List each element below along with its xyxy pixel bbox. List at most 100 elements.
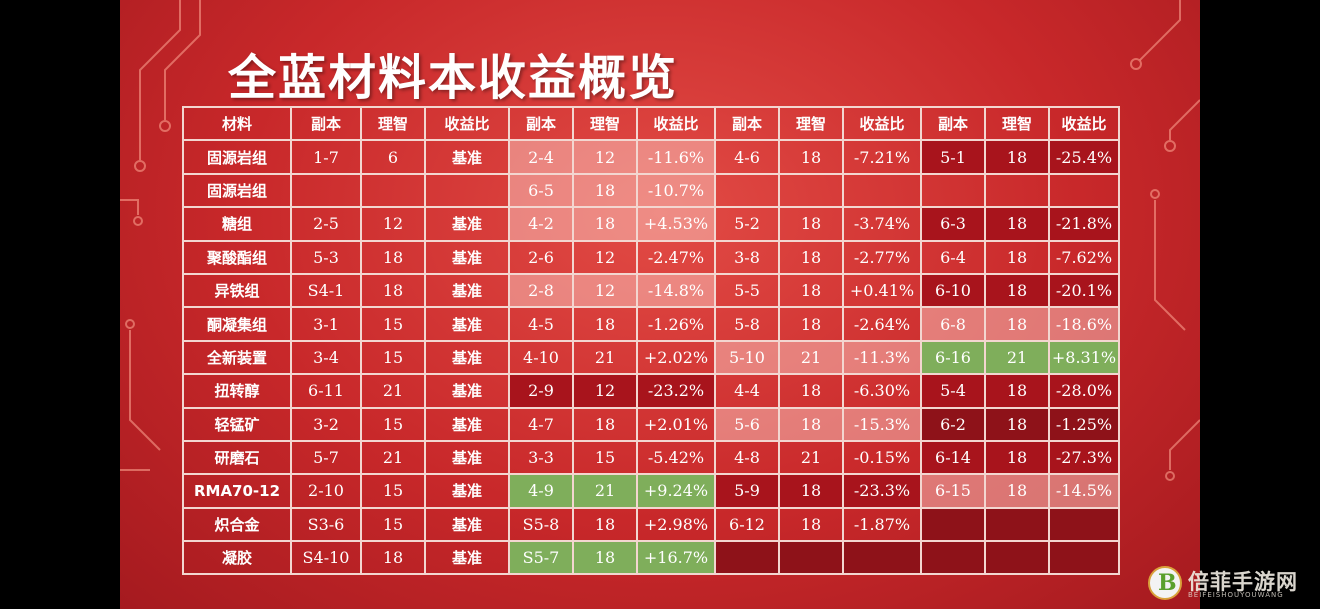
table-cell: 18 bbox=[572, 506, 638, 543]
table-cell: 基准 bbox=[424, 139, 510, 175]
table-body: 固源岩组 1-7 6 基准 2-4 12 -11.6% 4-6 18 -7.21% 5-1 18 -25… bbox=[182, 139, 1120, 576]
table-cell: 3-1 bbox=[290, 306, 362, 342]
table-cell: 基准 bbox=[424, 306, 510, 342]
table-cell: +16.7% bbox=[636, 540, 716, 576]
table-cell: -5.42% bbox=[636, 439, 716, 476]
watermark-name: 倍菲手游网 bbox=[1188, 570, 1298, 594]
table-cell: 21 bbox=[360, 439, 426, 476]
header-cell: 理智 bbox=[984, 105, 1050, 142]
table-cell: 21 bbox=[572, 473, 638, 509]
table-cell: 2-9 bbox=[508, 373, 574, 409]
table-cell: 18 bbox=[572, 406, 638, 442]
header-cell: 理智 bbox=[360, 105, 426, 142]
table-row: RMA70-12 2-10 15 基准 4-9 21 +9.24% 5-9 18 -23.3% 6-… bbox=[182, 473, 1120, 509]
table-cell: 18 bbox=[984, 139, 1050, 175]
yield-table: 材料 副本 理智 收益比 副本 理智 收益比 副本 理智 收益比 副本 理智 收… bbox=[182, 105, 1120, 576]
header-cell: 副本 bbox=[714, 105, 780, 142]
table-cell: 18 bbox=[984, 206, 1050, 242]
table-cell bbox=[778, 172, 844, 209]
table-cell: 12 bbox=[572, 239, 638, 275]
table-cell: 18 bbox=[572, 540, 638, 576]
table-cell: 18 bbox=[984, 239, 1050, 275]
table-cell: 18 bbox=[360, 272, 426, 309]
table-cell: -3.74% bbox=[842, 206, 922, 242]
table-cell: 21 bbox=[984, 339, 1050, 376]
table-cell: 12 bbox=[572, 272, 638, 309]
table-cell: 6-8 bbox=[920, 306, 986, 342]
material-cell: 固源岩组 bbox=[182, 139, 292, 175]
watermark-subtitle: BEIFEISHOUYOUWANG bbox=[1188, 591, 1284, 599]
table-cell: 5-9 bbox=[714, 473, 780, 509]
material-cell: 聚酸酯组 bbox=[182, 239, 292, 275]
table-cell: +2.02% bbox=[636, 339, 716, 376]
table-cell: 2-8 bbox=[508, 272, 574, 309]
header-cell: 收益比 bbox=[424, 105, 510, 142]
table-cell bbox=[984, 172, 1050, 209]
material-cell: 酮凝集组 bbox=[182, 306, 292, 342]
table-cell: -23.2% bbox=[636, 373, 716, 409]
table-cell: 基准 bbox=[424, 473, 510, 509]
table-cell: 18 bbox=[778, 139, 844, 175]
table-cell bbox=[842, 540, 922, 576]
table-cell: +4.53% bbox=[636, 206, 716, 242]
table-cell: 6-2 bbox=[920, 406, 986, 442]
table-cell bbox=[360, 172, 426, 209]
table-cell bbox=[1048, 172, 1120, 209]
table-cell: 5-10 bbox=[714, 339, 780, 376]
header-cell: 收益比 bbox=[636, 105, 716, 142]
table-cell: -28.0% bbox=[1048, 373, 1120, 409]
table-cell bbox=[842, 172, 922, 209]
table-cell: -10.7% bbox=[636, 172, 716, 209]
table-cell: 18 bbox=[572, 206, 638, 242]
table-cell: 18 bbox=[984, 272, 1050, 309]
table-cell: 12 bbox=[360, 206, 426, 242]
table-cell: 基准 bbox=[424, 506, 510, 543]
table-cell: 21 bbox=[360, 373, 426, 409]
table-row: 固源岩组 6-5 18 -10.7% bbox=[182, 172, 1120, 209]
table-cell: 4-6 bbox=[714, 139, 780, 175]
table-cell: 1-7 bbox=[290, 139, 362, 175]
table-cell: 4-2 bbox=[508, 206, 574, 242]
header-cell: 收益比 bbox=[1048, 105, 1120, 142]
table-cell: 6 bbox=[360, 139, 426, 175]
table-row: 轻锰矿 3-2 15 基准 4-7 18 +2.01% 5-6 18 -15.3% 6-2 18 -1.… bbox=[182, 406, 1120, 442]
table-cell bbox=[920, 172, 986, 209]
table-cell: -14.5% bbox=[1048, 473, 1120, 509]
table-cell: 18 bbox=[778, 306, 844, 342]
table-cell: 2-4 bbox=[508, 139, 574, 175]
table-row: 扭转醇 6-11 21 基准 2-9 12 -23.2% 4-4 18 -6.30% 5-4 18 -2… bbox=[182, 373, 1120, 409]
material-cell: 糖组 bbox=[182, 206, 292, 242]
table-cell: -0.15% bbox=[842, 439, 922, 476]
table-cell: 6-11 bbox=[290, 373, 362, 409]
table-cell: S3-6 bbox=[290, 506, 362, 543]
table-cell: -6.30% bbox=[842, 373, 922, 409]
header-cell: 副本 bbox=[508, 105, 574, 142]
table-cell: S5-7 bbox=[508, 540, 574, 576]
header-cell: 理智 bbox=[572, 105, 638, 142]
watermark-logo-letter: B bbox=[1158, 570, 1177, 596]
table-cell: 6-4 bbox=[920, 239, 986, 275]
table-cell: 3-2 bbox=[290, 406, 362, 442]
table-row: 酮凝集组 3-1 15 基准 4-5 18 -1.26% 5-8 18 -2.64% 6-8 18 -1… bbox=[182, 306, 1120, 342]
table-row: 糖组 2-5 12 基准 4-2 18 +4.53% 5-2 18 -3.74% 6-3 18 -21.… bbox=[182, 206, 1120, 242]
table-cell: 15 bbox=[360, 339, 426, 376]
table-cell: 6-15 bbox=[920, 473, 986, 509]
table-cell: 18 bbox=[778, 206, 844, 242]
header-cell: 副本 bbox=[920, 105, 986, 142]
table-cell: 15 bbox=[360, 473, 426, 509]
table-cell: 6-14 bbox=[920, 439, 986, 476]
table-cell bbox=[920, 506, 986, 543]
table-cell: S4-1 bbox=[290, 272, 362, 309]
table-cell: 21 bbox=[572, 339, 638, 376]
table-cell: 18 bbox=[360, 239, 426, 275]
table-cell: 6-10 bbox=[920, 272, 986, 309]
table-cell: 基准 bbox=[424, 439, 510, 476]
table-cell: 基准 bbox=[424, 406, 510, 442]
table-cell: -14.8% bbox=[636, 272, 716, 309]
table-cell: 2-5 bbox=[290, 206, 362, 242]
table-cell: 4-10 bbox=[508, 339, 574, 376]
material-cell: 研磨石 bbox=[182, 439, 292, 476]
table-cell: +2.98% bbox=[636, 506, 716, 543]
table-cell bbox=[714, 540, 780, 576]
table-cell: 12 bbox=[572, 139, 638, 175]
